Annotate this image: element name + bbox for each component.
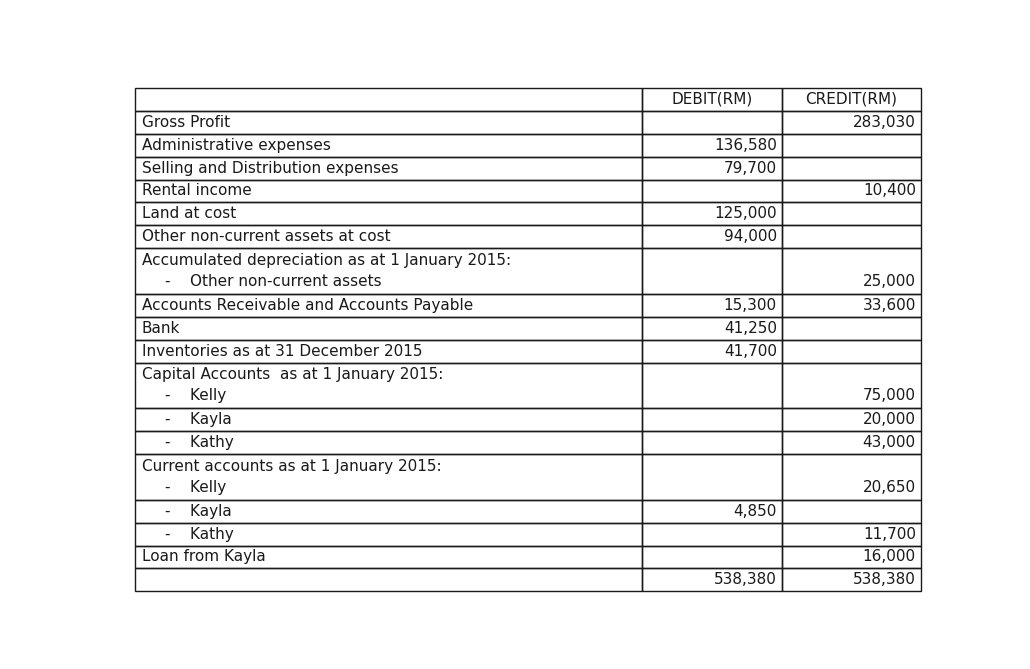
Bar — [642, 134, 782, 157]
Bar — [135, 545, 642, 569]
Bar — [642, 203, 782, 225]
Bar — [782, 454, 921, 500]
Bar — [782, 203, 921, 225]
Bar — [135, 179, 642, 203]
Text: 538,380: 538,380 — [853, 573, 916, 587]
Bar — [642, 500, 782, 522]
Text: Accounts Receivable and Accounts Payable: Accounts Receivable and Accounts Payable — [141, 298, 473, 313]
Text: DEBIT(RM): DEBIT(RM) — [672, 92, 752, 107]
Bar — [782, 317, 921, 340]
Text: 538,380: 538,380 — [714, 573, 777, 587]
Bar — [782, 363, 921, 408]
Bar — [135, 363, 642, 408]
Bar — [642, 408, 782, 431]
Text: Loan from Kayla: Loan from Kayla — [141, 549, 266, 565]
Bar — [782, 545, 921, 569]
Bar — [135, 157, 642, 179]
Text: 94,000: 94,000 — [724, 229, 777, 244]
Text: 41,700: 41,700 — [724, 344, 777, 359]
Bar — [642, 522, 782, 545]
Bar — [135, 454, 642, 500]
Bar — [782, 248, 921, 294]
Bar — [135, 88, 642, 111]
Bar — [135, 225, 642, 248]
Text: 25,000: 25,000 — [863, 274, 916, 289]
Bar — [642, 569, 782, 591]
Text: CREDIT(RM): CREDIT(RM) — [805, 92, 897, 107]
Bar — [642, 431, 782, 454]
Bar — [135, 134, 642, 157]
Bar — [782, 431, 921, 454]
Bar — [782, 569, 921, 591]
Bar — [642, 454, 782, 500]
Bar — [782, 522, 921, 545]
Text: -    Kelly: - Kelly — [166, 389, 227, 403]
Text: 283,030: 283,030 — [853, 115, 916, 130]
Text: -    Kayla: - Kayla — [166, 504, 232, 518]
Text: 75,000: 75,000 — [863, 389, 916, 403]
Bar — [642, 225, 782, 248]
Bar — [135, 431, 642, 454]
Text: 16,000: 16,000 — [863, 549, 916, 565]
Bar — [135, 248, 642, 294]
Bar — [642, 340, 782, 363]
Text: 20,000: 20,000 — [863, 412, 916, 427]
Text: -    Kelly: - Kelly — [166, 480, 227, 495]
Bar — [782, 408, 921, 431]
Bar — [782, 179, 921, 203]
Bar — [135, 111, 642, 134]
Text: 15,300: 15,300 — [724, 298, 777, 313]
Text: Rental income: Rental income — [141, 183, 251, 199]
Text: -    Other non-current assets: - Other non-current assets — [166, 274, 382, 289]
Bar — [782, 134, 921, 157]
Text: 41,250: 41,250 — [724, 320, 777, 336]
Bar — [782, 111, 921, 134]
Bar — [642, 88, 782, 111]
Text: Selling and Distribution expenses: Selling and Distribution expenses — [141, 161, 399, 175]
Text: Current accounts as at 1 January 2015:: Current accounts as at 1 January 2015: — [141, 459, 441, 474]
Bar — [782, 225, 921, 248]
Bar — [782, 294, 921, 317]
Text: -    Kayla: - Kayla — [166, 412, 232, 427]
Bar — [642, 363, 782, 408]
Bar — [642, 248, 782, 294]
Bar — [135, 500, 642, 522]
Text: 79,700: 79,700 — [724, 161, 777, 175]
Text: Gross Profit: Gross Profit — [141, 115, 230, 130]
Text: 43,000: 43,000 — [863, 435, 916, 450]
Text: 4,850: 4,850 — [733, 504, 777, 518]
Bar — [782, 500, 921, 522]
Text: Inventories as at 31 December 2015: Inventories as at 31 December 2015 — [141, 344, 422, 359]
Bar — [135, 294, 642, 317]
Text: -    Kathy: - Kathy — [166, 435, 234, 450]
Bar — [642, 157, 782, 179]
Bar — [782, 157, 921, 179]
Text: Accumulated depreciation as at 1 January 2015:: Accumulated depreciation as at 1 January… — [141, 253, 511, 268]
Text: 136,580: 136,580 — [714, 138, 777, 153]
Bar — [782, 88, 921, 111]
Text: 10,400: 10,400 — [863, 183, 916, 199]
Text: Land at cost: Land at cost — [141, 206, 236, 221]
Text: -    Kathy: - Kathy — [166, 527, 234, 542]
Text: Other non-current assets at cost: Other non-current assets at cost — [141, 229, 390, 244]
Text: Administrative expenses: Administrative expenses — [141, 138, 331, 153]
Text: Capital Accounts  as at 1 January 2015:: Capital Accounts as at 1 January 2015: — [141, 367, 443, 383]
Text: 33,600: 33,600 — [862, 298, 916, 313]
Bar — [135, 340, 642, 363]
Bar — [135, 522, 642, 545]
Text: 125,000: 125,000 — [714, 206, 777, 221]
Bar — [642, 294, 782, 317]
Bar — [135, 317, 642, 340]
Bar — [135, 569, 642, 591]
Text: 11,700: 11,700 — [863, 527, 916, 542]
Bar — [642, 545, 782, 569]
Bar — [782, 340, 921, 363]
Bar — [642, 111, 782, 134]
Bar — [642, 179, 782, 203]
Text: Bank: Bank — [141, 320, 180, 336]
Bar — [642, 317, 782, 340]
Text: 20,650: 20,650 — [863, 480, 916, 495]
Bar — [135, 203, 642, 225]
Bar — [135, 408, 642, 431]
